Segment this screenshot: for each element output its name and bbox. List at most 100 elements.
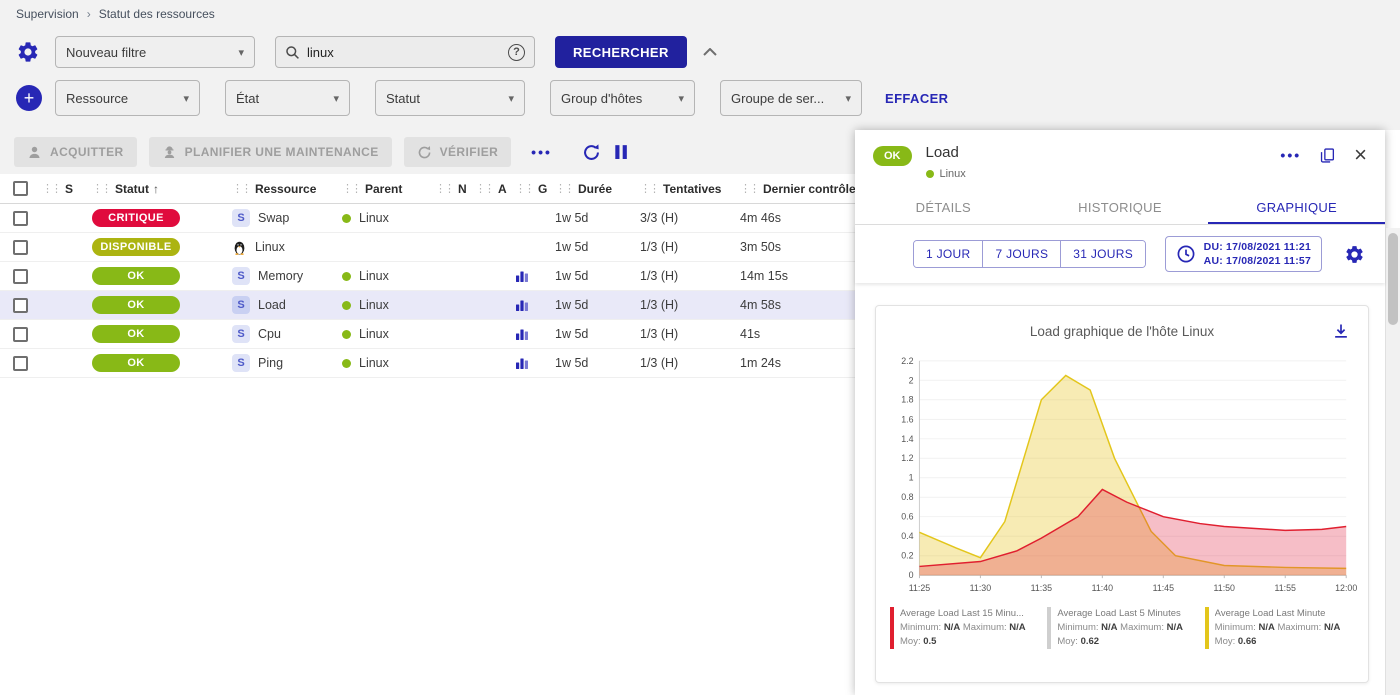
drag-handle-icon[interactable]: ⋮⋮	[475, 182, 493, 195]
tries-cell: 3/3 (H)	[638, 211, 738, 225]
parent-name[interactable]: Linux	[359, 356, 389, 370]
graph-icon[interactable]	[515, 298, 529, 312]
parent-cell: Linux	[318, 298, 433, 312]
clear-filters-button[interactable]: EFFACER	[885, 91, 948, 106]
add-criteria-button[interactable]: +	[16, 85, 42, 111]
column-header-ressource[interactable]: ⋮⋮Ressource	[208, 182, 318, 196]
parent-name[interactable]: Linux	[359, 269, 389, 283]
parent-name[interactable]: Linux	[359, 327, 389, 341]
legend-item-average-load-last-15-minutes[interactable]: Average Load Last 15 Minu... Minimum: N/…	[890, 607, 1039, 649]
row-checkbox[interactable]	[13, 240, 28, 255]
more-actions-icon[interactable]: •••	[531, 144, 552, 160]
graph-icon[interactable]	[515, 356, 529, 370]
resource-name[interactable]: Memory	[258, 269, 303, 283]
legend-item-average-load-last-5-minutes[interactable]: Average Load Last 5 Minutes Minimum: N/A…	[1047, 607, 1196, 649]
table-row-swap[interactable]: CRITIQUESSwapLinux1w 5d3/3 (H)4m 46s	[0, 204, 855, 233]
range-31-jours[interactable]: 31 JOURS	[1061, 241, 1145, 267]
scrollbar[interactable]	[1385, 228, 1400, 695]
plan-maintenance-button[interactable]: PLANIFIER UNE MAINTENANCE	[149, 137, 392, 167]
drag-handle-icon[interactable]: ⋮⋮	[342, 182, 360, 195]
row-checkbox[interactable]	[13, 298, 28, 313]
graph-controls: 1 JOUR7 JOURS31 JOURS DU: 17/08/2021 11:…	[855, 225, 1385, 283]
table-row-cpu[interactable]: OKSCpuLinux1w 5d1/3 (H)41s	[0, 320, 855, 349]
breadcrumb-supervision[interactable]: Supervision	[16, 7, 79, 21]
detail-parent[interactable]: Linux	[940, 168, 966, 180]
export-graph-icon[interactable]	[1332, 322, 1350, 340]
select-all-checkbox[interactable]	[13, 181, 28, 196]
row-checkbox[interactable]	[13, 356, 28, 371]
column-header-tentatives[interactable]: ⋮⋮Tentatives	[638, 182, 738, 196]
column-header-n[interactable]: ⋮⋮N	[433, 182, 473, 196]
pause-icon[interactable]	[613, 144, 629, 160]
graph-legend: Average Load Last 15 Minu... Minimum: N/…	[886, 599, 1358, 651]
load-graph[interactable]: 00.20.40.60.811.21.41.61.822.211:2511:30…	[886, 351, 1358, 599]
drag-handle-icon[interactable]: ⋮⋮	[435, 182, 453, 195]
drag-handle-icon[interactable]: ⋮⋮	[232, 182, 250, 195]
column-header-parent[interactable]: ⋮⋮Parent	[318, 182, 433, 196]
svg-text:1.4: 1.4	[901, 434, 913, 444]
acknowledge-button[interactable]: ACQUITTER	[14, 137, 137, 167]
row-checkbox[interactable]	[13, 327, 28, 342]
legend-item-average-load-last-minute[interactable]: Average Load Last Minute Minimum: N/A Ma…	[1205, 607, 1354, 649]
range-7-jours[interactable]: 7 JOURS	[983, 241, 1061, 267]
parent-name[interactable]: Linux	[359, 298, 389, 312]
resource-name[interactable]: Load	[258, 298, 286, 312]
detail-more-actions-icon[interactable]: •••	[1280, 147, 1301, 163]
service-icon: S	[232, 296, 250, 314]
refresh-icon[interactable]	[582, 143, 601, 162]
drag-handle-icon[interactable]: ⋮⋮	[740, 182, 758, 195]
scrollbar-thumb[interactable]	[1388, 233, 1398, 325]
criteria-select-ressource[interactable]: Ressource▾	[55, 80, 200, 116]
resource-name[interactable]: Linux	[255, 240, 285, 254]
duration-cell: 1w 5d	[553, 269, 638, 283]
column-header-statut[interactable]: ⋮⋮Statut↑	[90, 182, 208, 196]
detail-header: OK Load Linux ••• ×	[855, 130, 1385, 190]
criteria-select-etat[interactable]: État▾	[225, 80, 350, 116]
search-button[interactable]: RECHERCHER	[555, 36, 687, 68]
resource-name[interactable]: Cpu	[258, 327, 281, 341]
graph-icon[interactable]	[515, 269, 529, 283]
table-row-load[interactable]: OKSLoadLinux1w 5d1/3 (H)4m 58s	[0, 291, 855, 320]
drag-handle-icon[interactable]: ⋮⋮	[92, 182, 110, 195]
column-header-a[interactable]: ⋮⋮A	[473, 182, 513, 196]
duration-cell: 1w 5d	[553, 211, 638, 225]
graph-settings-icon[interactable]	[1344, 244, 1365, 265]
criteria-select-groupe-de-ser[interactable]: Groupe de ser...▾	[720, 80, 862, 116]
time-range-group: 1 JOUR7 JOURS31 JOURS	[913, 240, 1146, 268]
copy-link-icon[interactable]	[1319, 147, 1336, 164]
filters-settings-icon[interactable]	[16, 40, 40, 64]
column-header-duree[interactable]: ⋮⋮Durée	[553, 182, 638, 196]
resource-name[interactable]: Swap	[258, 211, 289, 225]
svg-text:11:45: 11:45	[1153, 583, 1175, 593]
table-row-linux[interactable]: DISPONIBLELinux1w 5d1/3 (H)3m 50s	[0, 233, 855, 262]
column-header-g[interactable]: ⋮⋮G	[513, 182, 553, 196]
parent-name[interactable]: Linux	[359, 211, 389, 225]
check-button[interactable]: VÉRIFIER	[404, 137, 512, 167]
service-icon: S	[232, 267, 250, 285]
drag-handle-icon[interactable]: ⋮⋮	[42, 182, 60, 195]
tab-details[interactable]: DÉTAILS	[855, 190, 1032, 224]
drag-handle-icon[interactable]: ⋮⋮	[640, 182, 658, 195]
column-header-dernier-controle[interactable]: ⋮⋮Dernier contrôle	[738, 182, 855, 196]
resource-name[interactable]: Ping	[258, 356, 283, 370]
close-icon[interactable]: ×	[1354, 144, 1367, 166]
graph-icon[interactable]	[515, 327, 529, 341]
row-checkbox[interactable]	[13, 269, 28, 284]
criteria-select-statut[interactable]: Statut▾	[375, 80, 525, 116]
date-range-picker[interactable]: DU: 17/08/2021 11:21 AU: 17/08/2021 11:5…	[1165, 236, 1322, 272]
help-icon[interactable]: ?	[508, 44, 525, 61]
row-checkbox[interactable]	[13, 211, 28, 226]
tab-graphique[interactable]: GRAPHIQUE	[1208, 190, 1385, 224]
criteria-label: Statut	[386, 91, 420, 106]
search-input[interactable]	[307, 45, 501, 60]
chevron-up-icon[interactable]	[703, 48, 717, 56]
criteria-select-group-d-hotes[interactable]: Group d'hôtes▾	[550, 80, 695, 116]
drag-handle-icon[interactable]: ⋮⋮	[515, 182, 533, 195]
column-header-s[interactable]: ⋮⋮S	[40, 182, 90, 196]
table-row-memory[interactable]: OKSMemoryLinux1w 5d1/3 (H)14m 15s	[0, 262, 855, 291]
tab-historique[interactable]: HISTORIQUE	[1032, 190, 1209, 224]
drag-handle-icon[interactable]: ⋮⋮	[555, 182, 573, 195]
saved-filter-select[interactable]: Nouveau filtre ▾	[55, 36, 255, 68]
table-row-ping[interactable]: OKSPingLinux1w 5d1/3 (H)1m 24s	[0, 349, 855, 378]
range-1-jour[interactable]: 1 JOUR	[914, 241, 983, 267]
